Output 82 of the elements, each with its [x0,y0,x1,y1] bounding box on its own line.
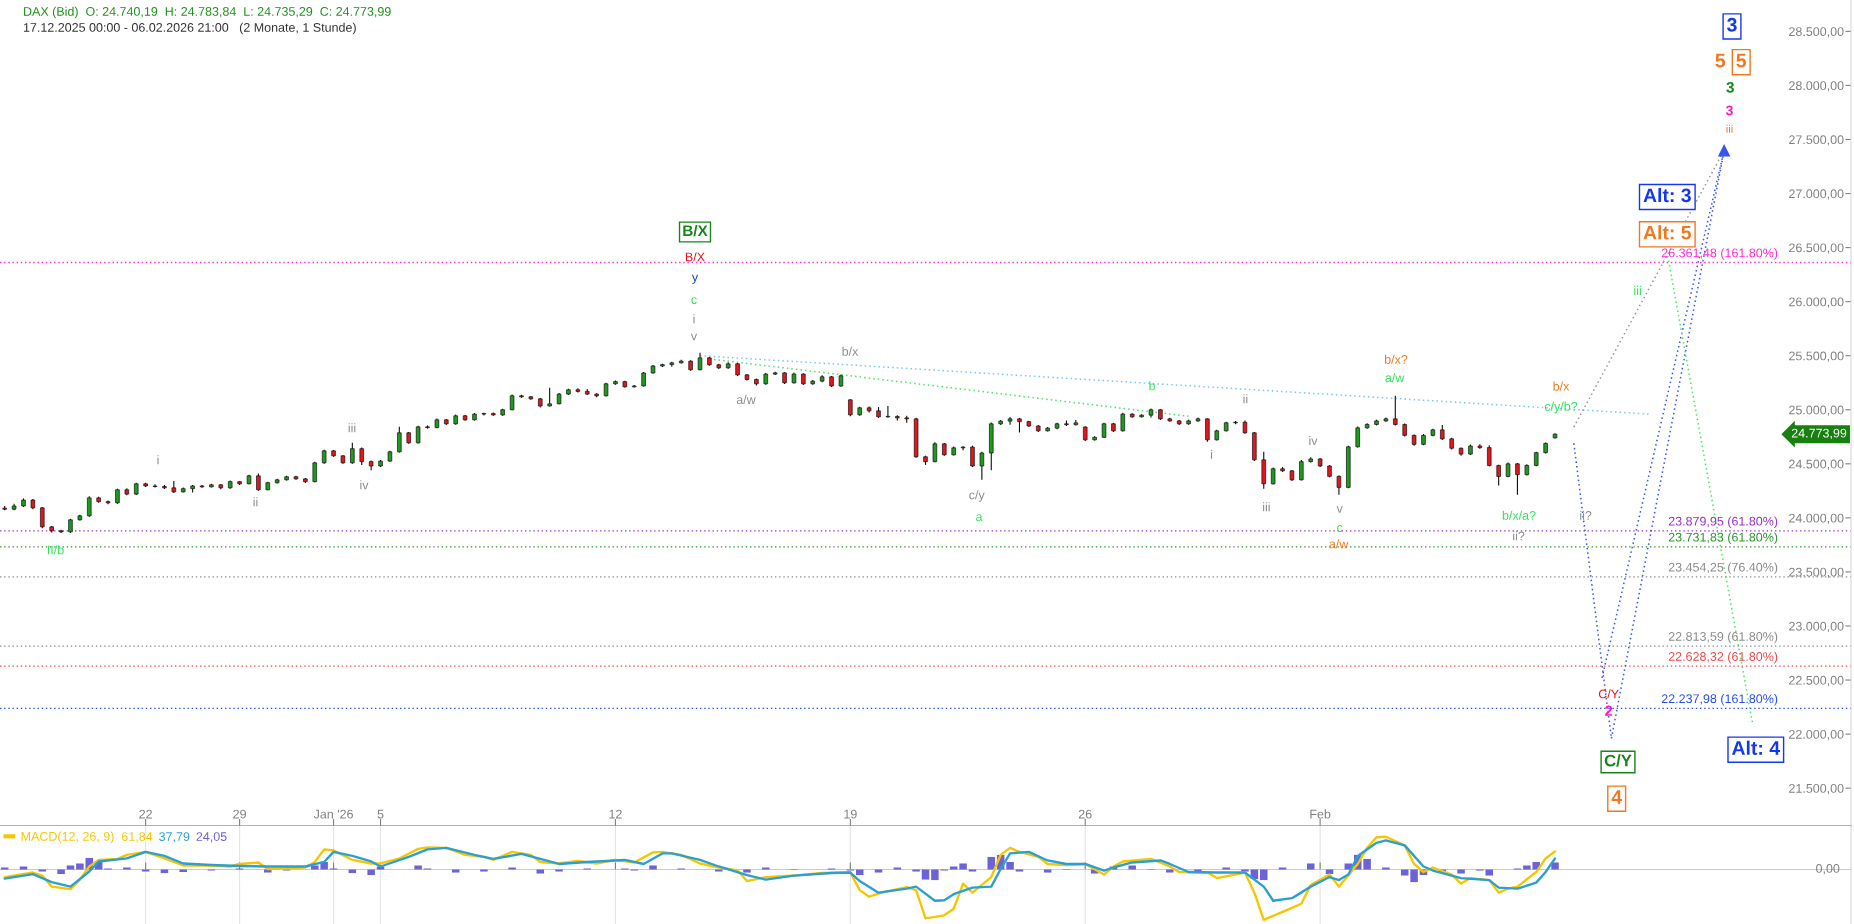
annotation: 37,79 [159,832,190,843]
annotation: 4 [1611,790,1622,804]
ref-line-label: 22.237,98 (161.80%) [1661,693,1778,706]
ref-line-label: 23.731,83 (61.80%) [1668,532,1778,545]
annotation: B/X [685,252,705,262]
y-tick-label: 26.500,00 [1789,243,1844,254]
x-tick-label: 29 [233,809,246,819]
x-tick-label: 5 [377,809,384,819]
annotation: Alt: 4 [1731,740,1780,755]
ref-line-label: 22.813,59 (61.80%) [1668,631,1778,644]
y-tick-label: 23.000,00 [1789,621,1844,633]
annotation: 3 [1725,105,1733,116]
annotation: 3 [1727,17,1737,32]
annotation: a/w [736,394,756,405]
annotation: v [690,333,698,341]
annotation: b [1149,381,1155,391]
ref-line-label: 23.454,25 (76.40%) [1668,562,1778,575]
x-tick-label: 19 [844,809,857,819]
annotation: C/Y [1604,754,1632,767]
annotation: C/Y [1598,689,1619,699]
x-tick-label: Feb [1310,809,1331,819]
y-tick-label: 24.000,00 [1789,513,1844,524]
y-tick-label: 27.000,00 [1789,189,1844,200]
y-tick-label: 25.500,00 [1789,351,1844,362]
y-tick-label: 22.000,00 [1789,729,1844,741]
annotation: Alt: 5 [1643,225,1692,240]
annotation: a/w [1385,372,1405,383]
legend-label: MACD(12, 26, 9) [21,831,114,844]
annotation: i [693,314,695,324]
annotation: iii [348,423,356,433]
annotation: B/X [683,224,708,237]
annotation: Alt: 3 [1643,187,1691,203]
y-tick-label: 23.500,00 [1789,567,1844,579]
annotation: b/x [842,346,859,356]
annotation: i [1210,449,1213,459]
annotation: 0,00 [1816,864,1840,875]
ref-line-label: 23.879,95 (61.80%) [1668,516,1778,529]
annotation: c/y [969,490,985,502]
annotation: 61,84 [122,832,153,843]
y-tick-label: 25.000,00 [1789,405,1844,416]
annotation: a/w [1329,539,1349,549]
annotation: b/x [1553,381,1570,391]
y-tick-label: 28.500,00 [1789,27,1844,38]
annotation: iv [360,480,369,490]
chart-title: DAX (Bid) O: 24.740,19 H: 24.783,84 L: 24.735,29 C: 24.773,99 [24,6,391,19]
y-tick-label: 28.000,00 [1789,81,1844,92]
annotation: iii [1726,124,1733,133]
annotation: b/x/a? [1502,510,1536,520]
y-tick-label: 22.500,00 [1789,675,1844,687]
y-tick-label: 21.500,00 [1789,783,1844,795]
ref-line-label: 26.361,48 (161.80%) [1661,248,1778,260]
x-tick-label: Jan '26 [313,809,353,819]
annotation: ii [253,497,258,507]
annotation: II/b [47,545,64,555]
annotation: 24.773,99 [1791,428,1847,440]
annotation: iv [1309,435,1318,446]
annotation: c/y/b? [1544,401,1578,414]
x-tick-label: 12 [609,809,622,819]
annotation: ii? [1580,510,1592,520]
annotation: c [1337,525,1343,532]
annotation: y [691,274,699,284]
annotation: 24,05 [196,832,227,843]
annotation: a [976,514,983,522]
annotation: i [157,455,159,465]
y-tick-label: 26.000,00 [1789,297,1844,308]
annotation: iii [1263,502,1270,512]
x-tick-label: 22 [139,809,152,819]
text: 17.12.2025 00:00 - 06.02.2026 21:00 (2 Monate, 1 Stunde) [23,22,356,35]
annotation: 2 [1605,705,1613,716]
y-tick-label: 27.500,00 [1789,135,1844,146]
annotation: 5 [1715,53,1726,68]
x-tick-label: 26 [1078,809,1092,819]
annotation: 5 [1736,53,1747,68]
annotation: iii [1634,285,1641,295]
annotation: ii [1243,394,1248,404]
annotation: c [691,297,697,305]
annotation: v [1336,506,1343,513]
annotation: ii? [1513,531,1525,541]
annotation: b/x? [1384,354,1408,364]
annotation: 3 [1726,81,1734,93]
ref-line-label: 22.628,32 (61.80%) [1668,651,1778,664]
y-tick-label: 24.500,00 [1789,459,1844,470]
